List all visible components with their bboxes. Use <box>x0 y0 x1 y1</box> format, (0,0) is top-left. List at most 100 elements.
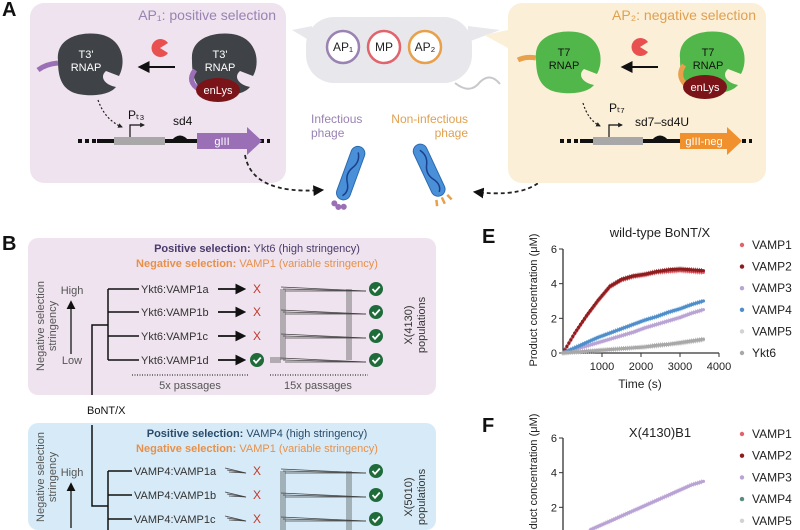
t7-rnap-label-1: T7 <box>558 47 571 59</box>
data-point <box>582 317 587 321</box>
panel-label-b: B <box>2 233 16 255</box>
data-point <box>577 325 581 329</box>
t7-rnap-label-2b: RNAP <box>693 60 724 72</box>
bont-label: BoNT/X <box>87 405 126 417</box>
legend-entry: VAMP2 <box>752 260 792 274</box>
selection-group-2: Positive selection: VAMP4 (high stringen… <box>35 428 428 530</box>
sd7-sd4u-label: sd7–sd4U <box>635 115 689 129</box>
giii-neg-label: gIII-neg <box>685 136 722 148</box>
data-point <box>588 308 592 313</box>
promoter-t7-label: Pₜ₇ <box>609 101 625 115</box>
legend-entry: VAMP3 <box>752 281 792 295</box>
t3-rnap-label-1: T3' <box>79 49 94 61</box>
legend-marker <box>739 242 745 248</box>
chart-f: X(4130)B1 2 4 6 Product concentration (μM) VA… <box>528 414 792 530</box>
x-axis-label: Time (s) <box>618 377 662 391</box>
noninfectious-phage-icon <box>412 143 453 207</box>
plasmid-ap1: AP₁ <box>333 40 353 54</box>
mp-plasmid-icon <box>366 29 402 65</box>
negative-selection-key: Negative selection: <box>136 258 236 270</box>
passage-arrow <box>228 471 247 474</box>
selection-condition-label: VAMP4:VAMP1a <box>134 466 217 478</box>
failed-x-mark: X <box>253 464 261 478</box>
series-VAMP2 <box>561 266 706 356</box>
ykt6-selection-box <box>28 238 436 395</box>
negative-selection-value: VAMP1 (variable stringency) <box>236 258 378 270</box>
legend-marker <box>739 496 745 502</box>
selection-condition-label: Ykt6:VAMP1c <box>141 331 209 343</box>
plasmid-mp: MP <box>375 40 393 54</box>
low-label: Low <box>62 355 82 367</box>
success-check-icon <box>368 352 384 368</box>
success-check-icon <box>368 281 384 297</box>
data-point <box>592 303 596 307</box>
data-point <box>573 331 577 335</box>
plasmid-ap2: AP₂ <box>415 40 436 54</box>
positive-selection-key: Positive selection: <box>147 428 244 440</box>
positive-selection-value: VAMP4 (high stringency) <box>243 428 367 440</box>
success-check-icon <box>368 328 384 344</box>
stringency-label-2: stringency <box>47 451 59 502</box>
promoter-t3-label: Pₜ₃ <box>128 108 145 122</box>
data-point <box>578 322 583 326</box>
data-point <box>594 301 598 305</box>
selection-row: VAMP4:VAMP1b X <box>108 487 384 503</box>
ap1-plasmid-icon <box>325 29 361 65</box>
selection-group-1: Positive selection: Ykt6 (high stringenc… <box>35 243 428 392</box>
data-point <box>598 296 602 300</box>
infectious-phage-icon <box>331 145 366 210</box>
panel-label-f: F <box>482 415 494 437</box>
y-tick-label: 6 <box>551 244 557 256</box>
data-point <box>584 314 589 318</box>
legend-marker <box>739 453 745 458</box>
selection-row: Ykt6:VAMP1c X <box>108 328 384 344</box>
data-point <box>701 269 706 273</box>
failed-x-mark: X <box>253 282 261 296</box>
legend-entry: VAMP4 <box>752 303 792 317</box>
y-axis-label: Product concentration (μM) <box>528 234 540 367</box>
data-point <box>606 286 610 291</box>
ap2-plasmid-icon <box>407 29 443 65</box>
negative-selection-key: Negative selection: <box>136 443 236 455</box>
stringency-label-1: Negative selection <box>35 281 47 371</box>
population-name: X(4130) <box>403 305 415 344</box>
passages-15x-label: 15x passages <box>284 380 352 392</box>
success-check-icon <box>368 511 384 527</box>
data-point <box>604 289 608 293</box>
rbs-sd7-icon <box>651 135 669 141</box>
series-VAMP3 <box>561 307 706 356</box>
high-label: High <box>61 285 84 297</box>
selection-row: Ykt6:VAMP1b X <box>108 304 384 320</box>
selection-row: Ykt6:VAMP1a X <box>108 281 384 297</box>
t7-rnap-label-2: RNAP <box>549 60 580 72</box>
noninfectious-label-1: Non-infectious <box>391 112 468 126</box>
success-check-icon <box>249 352 265 368</box>
data-point <box>701 308 706 312</box>
protease-pacman-icon-2 <box>631 37 648 57</box>
series-VAMP3 <box>588 479 706 530</box>
success-check-icon <box>368 463 384 479</box>
selection-row: Ykt6:VAMP1d <box>108 352 384 368</box>
legend-marker <box>739 431 745 437</box>
to-infectious-arrow <box>244 154 325 196</box>
data-point <box>701 337 706 341</box>
success-check-icon <box>368 487 384 503</box>
chart-e: wild-type BoNT/X 0 2 4 6 1000 2000 3000 4000 Time… <box>528 225 792 391</box>
selection-condition-label: VAMP4:VAMP1b <box>134 490 216 502</box>
selection-condition-label: Ykt6:VAMP1b <box>141 307 209 319</box>
sd4-label: sd4 <box>173 114 193 128</box>
y-tick-label: 4 <box>551 468 557 480</box>
enlys-label: enLys <box>204 85 233 97</box>
stringency-label-1: Negative selection <box>35 432 47 522</box>
t3-rnap-label-2b: RNAP <box>205 62 236 74</box>
bont-tree-trunk <box>91 324 108 507</box>
chart-title: X(4130)B1 <box>629 425 691 440</box>
selection-condition-label: VAMP4:VAMP1c <box>134 514 216 526</box>
data-point <box>580 319 585 324</box>
chart-title: wild-type BoNT/X <box>609 225 711 240</box>
ap2-negative-selection-box: AP₂: negative selection T7 RNAP enLys T7… <box>484 3 766 183</box>
panel-label-e: E <box>482 226 495 248</box>
failed-x-mark: X <box>253 488 261 502</box>
y-tick-label: 0 <box>551 348 557 360</box>
